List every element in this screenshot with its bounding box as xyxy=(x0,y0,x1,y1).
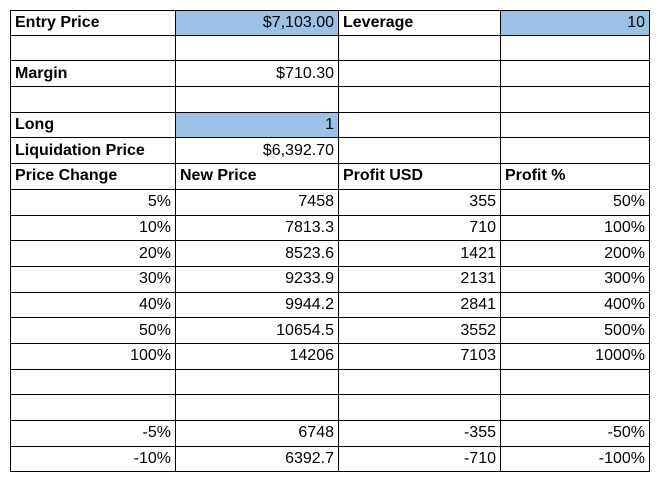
profit-percent-cell[interactable]: -100% xyxy=(501,446,650,473)
margin-cell[interactable]: $710.30 xyxy=(176,61,339,88)
profit-usd-cell[interactable]: 2131 xyxy=(339,266,501,293)
empty-cell[interactable] xyxy=(176,87,339,113)
header-profit-percent[interactable]: Profit % xyxy=(501,164,650,190)
profit-usd-cell[interactable] xyxy=(339,395,501,421)
profit-percent-cell[interactable]: 50% xyxy=(501,189,650,216)
price-change-cell[interactable]: -5% xyxy=(10,421,176,447)
price-change-cell[interactable] xyxy=(10,395,176,421)
table-row: 100% 14206 7103 1000% xyxy=(10,343,650,370)
table-row: 30% 9233.9 2131 300% xyxy=(10,266,650,293)
new-price-cell[interactable]: 8523.6 xyxy=(176,241,339,267)
empty-cell[interactable] xyxy=(339,61,501,88)
price-change-cell[interactable]: -10% xyxy=(10,446,176,473)
long-cell[interactable]: 1 xyxy=(176,112,339,139)
entry-price-cell[interactable]: $7,103.00 xyxy=(176,10,339,36)
table-row: 5% 7458 355 50% xyxy=(10,189,650,216)
empty-cell[interactable] xyxy=(501,87,650,113)
profit-percent-cell[interactable]: 1000% xyxy=(501,343,650,370)
table-row: 40% 9944.2 2841 400% xyxy=(10,292,650,319)
header-profit-usd[interactable]: Profit USD xyxy=(339,164,501,190)
header-row: Price Change New Price Profit USD Profit… xyxy=(10,164,650,190)
profit-percent-cell[interactable]: 400% xyxy=(501,292,650,319)
empty-cell[interactable] xyxy=(339,112,501,139)
empty-cell[interactable] xyxy=(339,35,501,62)
header-new-price[interactable]: New Price xyxy=(176,164,339,190)
empty-cell[interactable] xyxy=(501,112,650,139)
price-change-cell[interactable]: 20% xyxy=(10,241,176,267)
price-change-cell[interactable]: 100% xyxy=(10,343,176,370)
empty-cell[interactable] xyxy=(339,138,501,165)
profit-usd-cell[interactable]: 2841 xyxy=(339,292,501,319)
profit-usd-cell[interactable]: -710 xyxy=(339,446,501,473)
new-price-cell[interactable] xyxy=(176,369,339,396)
profit-usd-cell[interactable]: -355 xyxy=(339,421,501,447)
spreadsheet: Entry Price $7,103.00 Leverage 10 Margin… xyxy=(10,10,650,473)
table-row: 50% 10654.5 3552 500% xyxy=(10,318,650,344)
header-price-change[interactable]: Price Change xyxy=(10,164,176,190)
new-price-cell[interactable] xyxy=(176,395,339,421)
price-change-cell[interactable]: 30% xyxy=(10,266,176,293)
table-row xyxy=(10,395,650,421)
table-row: 10% 7813.3 710 100% xyxy=(10,215,650,242)
entry-price-label[interactable]: Entry Price xyxy=(10,10,176,36)
empty-cell[interactable] xyxy=(501,61,650,88)
new-price-cell[interactable]: 10654.5 xyxy=(176,318,339,344)
profit-usd-cell[interactable]: 3552 xyxy=(339,318,501,344)
price-change-cell[interactable]: 5% xyxy=(10,189,176,216)
new-price-cell[interactable]: 7813.3 xyxy=(176,215,339,242)
empty-row xyxy=(10,87,650,113)
profit-usd-cell[interactable]: 1421 xyxy=(339,241,501,267)
new-price-cell[interactable]: 9944.2 xyxy=(176,292,339,319)
profit-usd-cell[interactable]: 355 xyxy=(339,189,501,216)
long-row: Long 1 xyxy=(10,112,650,139)
leverage-label[interactable]: Leverage xyxy=(339,10,501,36)
table-row: 20% 8523.6 1421 200% xyxy=(10,241,650,267)
profit-percent-cell[interactable]: 300% xyxy=(501,266,650,293)
empty-cell[interactable] xyxy=(501,35,650,62)
new-price-cell[interactable]: 14206 xyxy=(176,343,339,370)
leverage-cell[interactable]: 10 xyxy=(501,10,650,36)
new-price-cell[interactable]: 6392.7 xyxy=(176,446,339,473)
empty-cell[interactable] xyxy=(501,138,650,165)
margin-row: Margin $710.30 xyxy=(10,61,650,88)
profit-percent-cell[interactable]: 200% xyxy=(501,241,650,267)
liquidation-row: Liquidation Price $6,392.70 xyxy=(10,138,650,165)
profit-usd-cell[interactable]: 7103 xyxy=(339,343,501,370)
profit-percent-cell[interactable] xyxy=(501,369,650,396)
profit-percent-cell[interactable]: -50% xyxy=(501,421,650,447)
table-row: -10% 6392.7 -710 -100% xyxy=(10,446,650,473)
profit-percent-cell[interactable]: 100% xyxy=(501,215,650,242)
liquidation-label[interactable]: Liquidation Price xyxy=(10,138,176,165)
new-price-cell[interactable]: 9233.9 xyxy=(176,266,339,293)
empty-row xyxy=(10,35,650,62)
empty-cell[interactable] xyxy=(339,87,501,113)
empty-cell[interactable] xyxy=(10,87,176,113)
profit-percent-cell[interactable]: 500% xyxy=(501,318,650,344)
long-label[interactable]: Long xyxy=(10,112,176,139)
empty-cell[interactable] xyxy=(176,35,339,62)
price-change-cell[interactable] xyxy=(10,369,176,396)
price-change-cell[interactable]: 50% xyxy=(10,318,176,344)
price-change-cell[interactable]: 10% xyxy=(10,215,176,242)
profit-usd-cell[interactable]: 710 xyxy=(339,215,501,242)
profit-usd-cell[interactable] xyxy=(339,369,501,396)
profit-percent-cell[interactable] xyxy=(501,395,650,421)
table-row xyxy=(10,369,650,396)
new-price-cell[interactable]: 7458 xyxy=(176,189,339,216)
price-change-cell[interactable]: 40% xyxy=(10,292,176,319)
empty-cell[interactable] xyxy=(10,35,176,62)
liquidation-cell[interactable]: $6,392.70 xyxy=(176,138,339,165)
margin-label[interactable]: Margin xyxy=(10,61,176,88)
new-price-cell[interactable]: 6748 xyxy=(176,421,339,447)
table-row: -5% 6748 -355 -50% xyxy=(10,421,650,447)
entry-price-row: Entry Price $7,103.00 Leverage 10 xyxy=(10,10,650,36)
